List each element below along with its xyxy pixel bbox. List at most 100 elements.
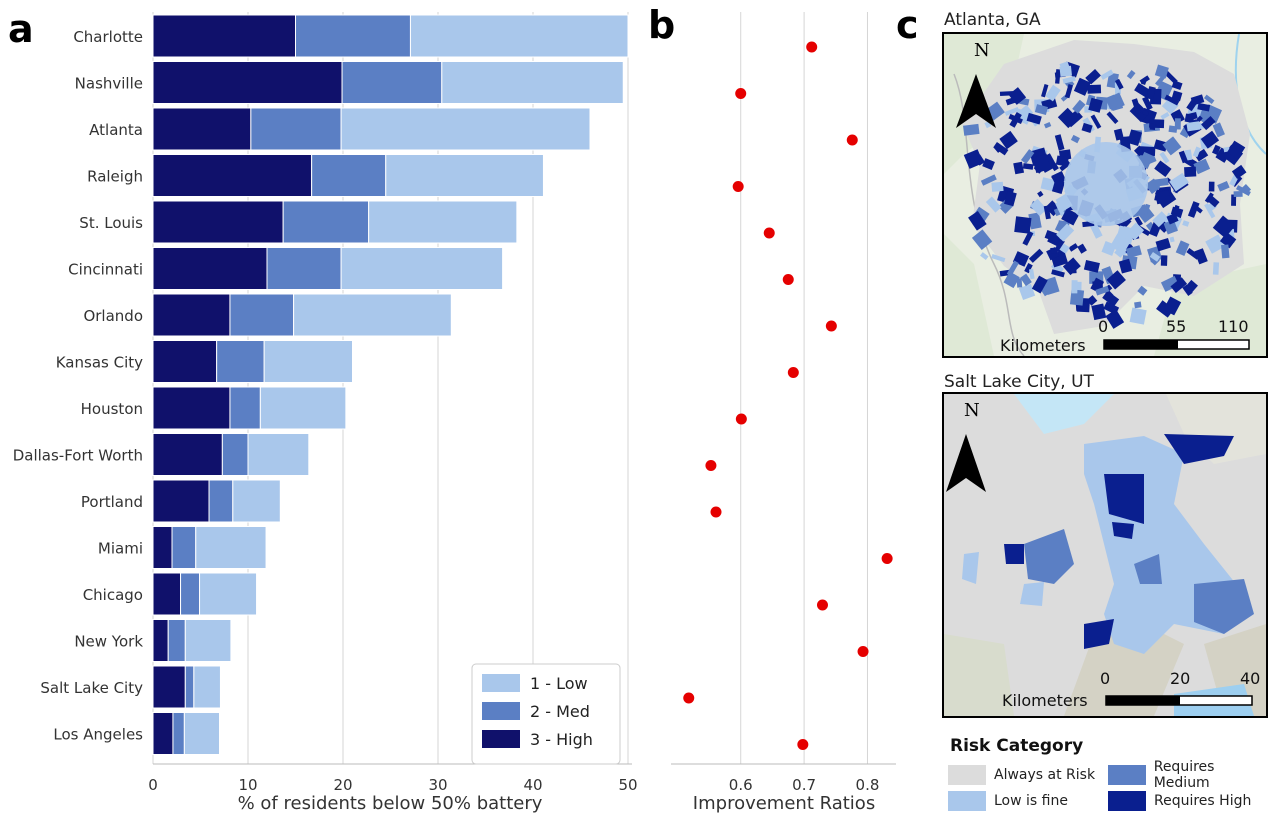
atlanta-tract bbox=[1197, 102, 1211, 112]
atlanta-tract bbox=[1026, 112, 1042, 125]
category-label-dallas-fort-worth: Dallas-Fort Worth bbox=[13, 447, 143, 465]
bar-nashville-2-med bbox=[341, 61, 443, 104]
atlanta-tract bbox=[1152, 211, 1169, 228]
atlanta-tract bbox=[985, 196, 1002, 213]
bar-portland-2-med bbox=[208, 479, 234, 523]
atlanta-tract bbox=[1089, 222, 1103, 239]
atlanta-tract bbox=[1102, 290, 1120, 307]
atlanta-tract bbox=[1062, 257, 1081, 276]
atlanta-tract bbox=[1068, 243, 1079, 252]
atlanta-tract bbox=[1207, 195, 1220, 208]
dot-cincinnati bbox=[782, 274, 794, 285]
risk-legend-item-always: Always at Risk bbox=[948, 764, 1095, 786]
x-tick-label-b-0.7: 0.7 bbox=[792, 776, 816, 794]
atlanta-tract bbox=[1175, 240, 1190, 256]
atlanta-tract bbox=[1083, 259, 1100, 273]
atlanta-tract bbox=[1114, 244, 1128, 258]
atlanta-tract bbox=[1020, 149, 1035, 164]
atlanta-tract bbox=[1141, 109, 1149, 116]
atlanta-tract bbox=[1032, 153, 1051, 174]
atlanta-tract bbox=[1004, 190, 1017, 207]
bar-cincinnati-2-med bbox=[266, 247, 342, 290]
atlanta-tract bbox=[1190, 94, 1205, 106]
atlanta-north-label: N bbox=[974, 40, 990, 61]
atlanta-tract bbox=[1208, 181, 1215, 192]
atlanta-tract bbox=[1059, 243, 1070, 254]
atlanta-tract bbox=[1212, 144, 1221, 156]
atlanta-tract bbox=[980, 174, 997, 186]
atlanta-tract bbox=[999, 130, 1018, 150]
atlanta-tract bbox=[1045, 84, 1061, 102]
category-label-cincinnati: Cincinnati bbox=[68, 261, 143, 279]
bar-houston-2-med bbox=[229, 386, 261, 430]
atlanta-tract bbox=[1081, 122, 1093, 133]
atlanta-tract bbox=[1183, 279, 1198, 295]
atlanta-tract bbox=[1212, 215, 1236, 238]
atlanta-tract bbox=[1155, 237, 1171, 252]
atlanta-tract bbox=[1024, 263, 1033, 274]
atlanta-map-title: Atlanta, GA bbox=[944, 10, 1041, 30]
bar-raleigh-2-med bbox=[311, 154, 387, 197]
panel-label-c: c bbox=[896, 3, 919, 47]
dot-atlanta bbox=[846, 134, 858, 146]
bar-cincinnati-1-low bbox=[340, 247, 504, 290]
atlanta-tract bbox=[991, 254, 1006, 263]
x-tick-label-a-30: 30 bbox=[428, 776, 447, 794]
atlanta-tract bbox=[1140, 78, 1147, 86]
category-label-new-york: New York bbox=[74, 633, 143, 651]
dot-chicago bbox=[816, 599, 828, 611]
atlanta-scale-unit: Kilometers bbox=[1000, 336, 1086, 355]
atlanta-tract bbox=[1163, 219, 1178, 235]
atlanta-tract bbox=[1004, 107, 1020, 116]
atlanta-tract bbox=[1186, 121, 1201, 132]
atlanta-tract bbox=[1070, 134, 1080, 144]
atlanta-tract bbox=[1154, 160, 1172, 178]
atlanta-tract bbox=[1043, 205, 1051, 220]
atlanta-tract bbox=[1187, 201, 1200, 218]
category-label-nashville: Nashville bbox=[75, 75, 143, 93]
category-label-orlando: Orlando bbox=[83, 307, 143, 325]
legend-swatch-2-med bbox=[482, 702, 520, 720]
atlanta-tract bbox=[1087, 84, 1102, 94]
atlanta-tract bbox=[1191, 203, 1203, 214]
category-label-atlanta: Atlanta bbox=[89, 121, 143, 139]
atlanta-tract bbox=[1028, 212, 1042, 230]
atlanta-tract bbox=[1160, 255, 1168, 266]
atlanta-tract bbox=[1018, 283, 1036, 300]
slc-scale-tick-2: 40 bbox=[1240, 669, 1260, 688]
slc-scale-tick-1: 20 bbox=[1170, 669, 1190, 688]
atlanta-tract bbox=[1166, 213, 1179, 225]
atlanta-tract bbox=[1193, 158, 1211, 175]
bar-new-york-2-med bbox=[167, 619, 186, 662]
atlanta-tract bbox=[1137, 285, 1148, 296]
bar-salt-lake-city-3-high bbox=[152, 665, 186, 709]
bar-miami-1-low bbox=[195, 526, 267, 569]
atlanta-tract bbox=[1076, 281, 1082, 293]
x-tick-label-a-10: 10 bbox=[238, 776, 257, 794]
atlanta-tract bbox=[1095, 285, 1110, 296]
atlanta-tract bbox=[1100, 69, 1114, 80]
atlanta-tract bbox=[1134, 216, 1143, 227]
dot-orlando bbox=[825, 320, 837, 332]
panel-label-b: b bbox=[648, 3, 676, 47]
bar-orlando-2-med bbox=[229, 293, 295, 337]
dot-kansas-city bbox=[787, 367, 799, 378]
risk-legend-title: Risk Category bbox=[950, 736, 1084, 756]
risk-legend-item-low: Low is fine bbox=[948, 790, 1068, 812]
atlanta-tract bbox=[1054, 134, 1065, 151]
atlanta-tract bbox=[1174, 118, 1181, 130]
atlanta-tract bbox=[1020, 273, 1032, 287]
atlanta-tract bbox=[1134, 301, 1142, 309]
atlanta-tract bbox=[1013, 161, 1025, 175]
atlanta-tract bbox=[1090, 277, 1105, 293]
atlanta-tract bbox=[1118, 258, 1133, 274]
atlanta-tract bbox=[1062, 76, 1076, 84]
atlanta-tract bbox=[993, 142, 1009, 156]
atlanta-scale-tick-0: 0 bbox=[1098, 317, 1108, 336]
atlanta-tract bbox=[982, 158, 995, 170]
bar-los-angeles-3-high bbox=[152, 712, 174, 755]
atlanta-tract bbox=[1105, 94, 1119, 110]
atlanta-tract bbox=[1031, 275, 1048, 294]
atlanta-tract bbox=[1146, 86, 1156, 100]
legend-label-1-low: 1 - Low bbox=[530, 674, 588, 693]
